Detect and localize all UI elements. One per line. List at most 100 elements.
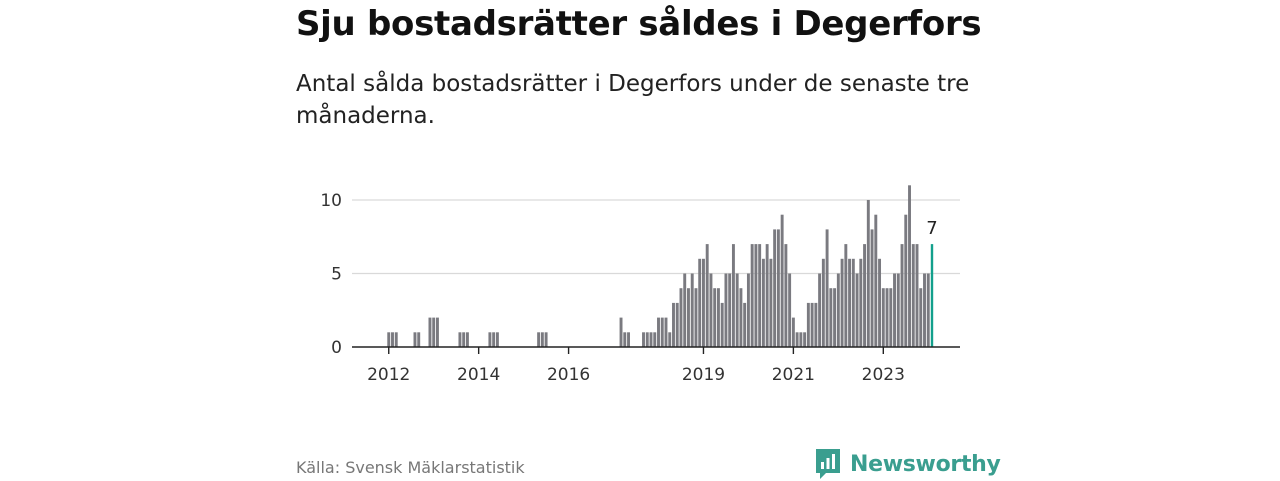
bar (672, 302, 675, 347)
bar (391, 332, 394, 347)
bar (492, 332, 496, 347)
bar (724, 273, 728, 347)
bar (657, 317, 660, 347)
bar (619, 317, 623, 347)
bar (743, 302, 747, 347)
bar (428, 317, 432, 347)
y-tick-label: 5 (331, 265, 342, 285)
bar (642, 332, 645, 347)
bar (825, 229, 829, 347)
x-tick-label: 2012 (367, 365, 410, 385)
bar (874, 214, 878, 347)
bar (923, 273, 926, 347)
bar (462, 332, 466, 347)
bar (893, 273, 896, 347)
newsworthy-logo[interactable]: Newsworthy (814, 447, 1001, 481)
bar (746, 273, 750, 347)
x-tick-label: 2014 (457, 365, 500, 385)
bar (731, 244, 735, 347)
bar (814, 302, 818, 347)
axes: 0 5 10 7 2012 2014 2016 2019 2021 2023 (320, 191, 960, 385)
bar (690, 273, 694, 347)
bar (394, 332, 398, 347)
x-tick-label: 2016 (547, 365, 590, 385)
bar (679, 288, 683, 347)
bar (840, 258, 844, 347)
bar (788, 273, 792, 347)
bar (713, 288, 717, 347)
bar (769, 258, 773, 347)
bar (649, 332, 653, 347)
bars (387, 185, 934, 347)
chart-container: Sju bostadsrätter såldes i Degerfors Ant… (296, 0, 1001, 480)
bar (465, 332, 469, 347)
bar (791, 317, 795, 347)
bar (859, 258, 863, 347)
bar (908, 185, 911, 347)
bar (728, 273, 732, 347)
x-tick-label: 2019 (682, 365, 725, 385)
bar (848, 258, 852, 347)
bar (664, 317, 668, 347)
bar-highlight (930, 244, 934, 347)
bar (900, 244, 904, 347)
bar (904, 214, 908, 347)
bar (889, 288, 893, 347)
bar (675, 302, 679, 347)
bar (739, 288, 743, 347)
bar (833, 288, 837, 347)
bar (698, 258, 702, 347)
newsworthy-logo-icon (816, 449, 840, 479)
bar (915, 244, 919, 347)
bar (660, 317, 664, 347)
chart-subtitle: Antal sålda bostadsrätter i Degerfors un… (296, 71, 970, 129)
bar (705, 244, 709, 347)
bar (495, 332, 499, 347)
bar (818, 273, 822, 347)
bar (836, 273, 840, 347)
highlight-value-label: 7 (926, 218, 937, 239)
bar (653, 332, 657, 347)
source-note: Källa: Svensk Mäklarstatistik (296, 458, 525, 477)
bar (896, 273, 900, 347)
bar (776, 229, 780, 347)
bar-chart: 0 5 10 7 2012 2014 2016 2019 2021 2023 (320, 185, 960, 385)
chart-title: Sju bostadsrätter såldes i Degerfors (296, 4, 982, 44)
bar (683, 273, 687, 347)
bar (795, 332, 799, 347)
bar (878, 258, 882, 347)
bar (645, 332, 649, 347)
bar (417, 332, 421, 347)
bar (765, 244, 769, 347)
bar (806, 302, 810, 347)
bar (623, 332, 627, 347)
bar (803, 332, 807, 347)
bar (821, 258, 825, 347)
bar (926, 273, 930, 347)
bar (829, 288, 833, 347)
bar (754, 244, 758, 347)
y-tick-label: 0 (331, 338, 342, 358)
bar (773, 229, 777, 347)
bar (851, 258, 855, 347)
bar (668, 332, 672, 347)
y-tick-label: 10 (320, 191, 342, 211)
bar (761, 258, 765, 347)
bar (537, 332, 541, 347)
x-tick-label: 2023 (862, 365, 905, 385)
bar (919, 288, 923, 347)
bar (863, 244, 867, 347)
bar (881, 288, 885, 347)
brand-name: Newsworthy (850, 451, 1001, 477)
x-tick-label: 2021 (772, 365, 815, 385)
bar (720, 302, 724, 347)
bar (387, 332, 391, 347)
bar (716, 288, 720, 347)
bar (844, 244, 848, 347)
bar (544, 332, 548, 347)
bar (413, 332, 417, 347)
bar (432, 317, 436, 347)
bar (911, 244, 915, 347)
bar (866, 200, 870, 347)
bar (488, 332, 492, 347)
